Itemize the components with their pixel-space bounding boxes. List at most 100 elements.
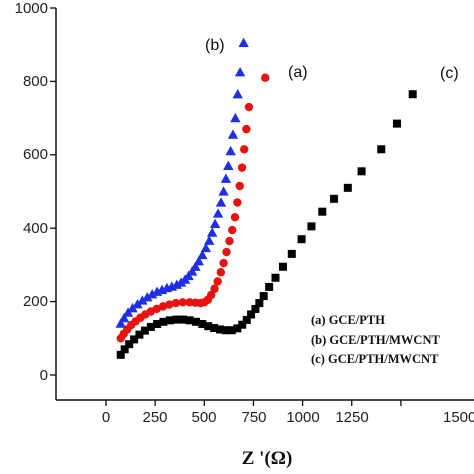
data-point: [225, 236, 234, 246]
data-point: [244, 102, 254, 112]
x-tick-label: 250: [142, 409, 167, 426]
x-tick-label: 0: [102, 409, 110, 426]
data-point: [271, 273, 280, 282]
data-point: [223, 160, 234, 170]
plot-frame: [55, 8, 474, 401]
data-point: [115, 318, 126, 328]
data-point: [204, 235, 215, 245]
data-point: [178, 298, 187, 307]
data-point: [218, 186, 229, 196]
data-point: [230, 212, 240, 222]
y-tick-label: 0: [40, 367, 48, 384]
data-series: [115, 37, 417, 359]
data-point: [232, 89, 243, 99]
data-point: [228, 225, 237, 235]
x-tick-label: 1500: [443, 409, 474, 426]
x-tick-label: 500: [191, 409, 216, 426]
data-point: [251, 304, 260, 313]
data-point: [377, 145, 386, 154]
annotation-c: (c): [440, 65, 459, 82]
data-point: [212, 208, 224, 218]
y-tick-label: 400: [23, 220, 48, 237]
x-tick-label: 750: [241, 409, 266, 426]
data-point: [206, 227, 218, 237]
data-point: [227, 326, 236, 335]
data-point: [255, 299, 264, 308]
data-point: [127, 303, 138, 313]
data-point: [357, 167, 366, 176]
data-point: [247, 310, 256, 319]
y-tick-label: 1000: [15, 0, 48, 17]
legend-entry-b: (b) GCE/PTH/MWCNT: [311, 333, 440, 347]
data-point: [242, 124, 251, 134]
legend: (a) GCE/PTH (b) GCE/PTH/MWCNT (c) GCE/PT…: [311, 313, 440, 366]
data-point: [147, 289, 158, 299]
data-point: [238, 320, 247, 329]
data-point: [278, 262, 287, 271]
x-tick-label: 1250: [335, 409, 368, 426]
series-square: [116, 90, 417, 359]
data-point: [206, 290, 216, 300]
data-point: [222, 247, 231, 257]
data-point: [297, 235, 306, 244]
data-point: [125, 340, 134, 349]
x-axis-title: Z '(Ω): [242, 448, 293, 469]
data-point: [192, 317, 201, 326]
data-point: [318, 207, 327, 216]
data-point: [152, 304, 161, 314]
data-point: [240, 145, 249, 154]
data-point: [237, 163, 247, 172]
annotation-b: (b): [205, 37, 225, 54]
data-point: [185, 316, 194, 325]
annotation-a: (a): [288, 64, 308, 81]
data-point: [219, 258, 228, 268]
y-tick-label: 200: [23, 293, 48, 310]
axis-ticks: [50, 7, 402, 406]
data-point: [307, 222, 316, 231]
data-point: [233, 324, 242, 333]
data-point: [221, 326, 230, 335]
data-point: [179, 315, 188, 324]
data-point: [265, 282, 274, 291]
x-tick-label: 1000: [286, 409, 319, 426]
data-point: [153, 319, 162, 328]
series-triangle: [115, 37, 249, 328]
data-point: [225, 145, 236, 156]
data-point: [116, 350, 125, 359]
data-point: [198, 319, 207, 328]
legend-entry-a: (a) GCE/PTH: [311, 313, 385, 327]
data-point: [142, 291, 153, 302]
data-point: [200, 242, 212, 253]
data-point: [220, 173, 232, 183]
data-point: [215, 197, 227, 207]
data-point: [261, 73, 270, 82]
data-point: [233, 198, 242, 207]
data-point: [330, 194, 339, 203]
data-point: [287, 249, 296, 258]
data-point: [165, 300, 174, 309]
data-point: [135, 330, 144, 339]
data-point: [137, 295, 148, 305]
data-point: [197, 249, 208, 260]
data-point: [343, 183, 352, 192]
legend-entry-c: (c) GCE/PTH/MWCNT: [311, 352, 439, 366]
data-point: [234, 67, 246, 77]
data-point: [230, 112, 241, 123]
data-point: [216, 268, 226, 277]
data-point: [238, 37, 249, 48]
data-point: [210, 284, 219, 293]
data-point: [165, 316, 174, 325]
data-point: [235, 181, 244, 191]
data-point: [172, 315, 181, 324]
data-point: [186, 266, 198, 276]
curve-annotations: (b) (a) (c): [205, 37, 459, 82]
data-point: [408, 90, 417, 99]
data-point: [118, 312, 130, 323]
data-point: [204, 322, 213, 331]
data-point: [227, 129, 239, 139]
y-tick-label: 800: [23, 73, 48, 90]
axis-tick-labels: 0 200 400 600 800 1000 0 250 500 750 100…: [15, 0, 474, 426]
data-point: [193, 256, 204, 266]
data-point: [146, 322, 155, 331]
data-point: [216, 325, 225, 334]
